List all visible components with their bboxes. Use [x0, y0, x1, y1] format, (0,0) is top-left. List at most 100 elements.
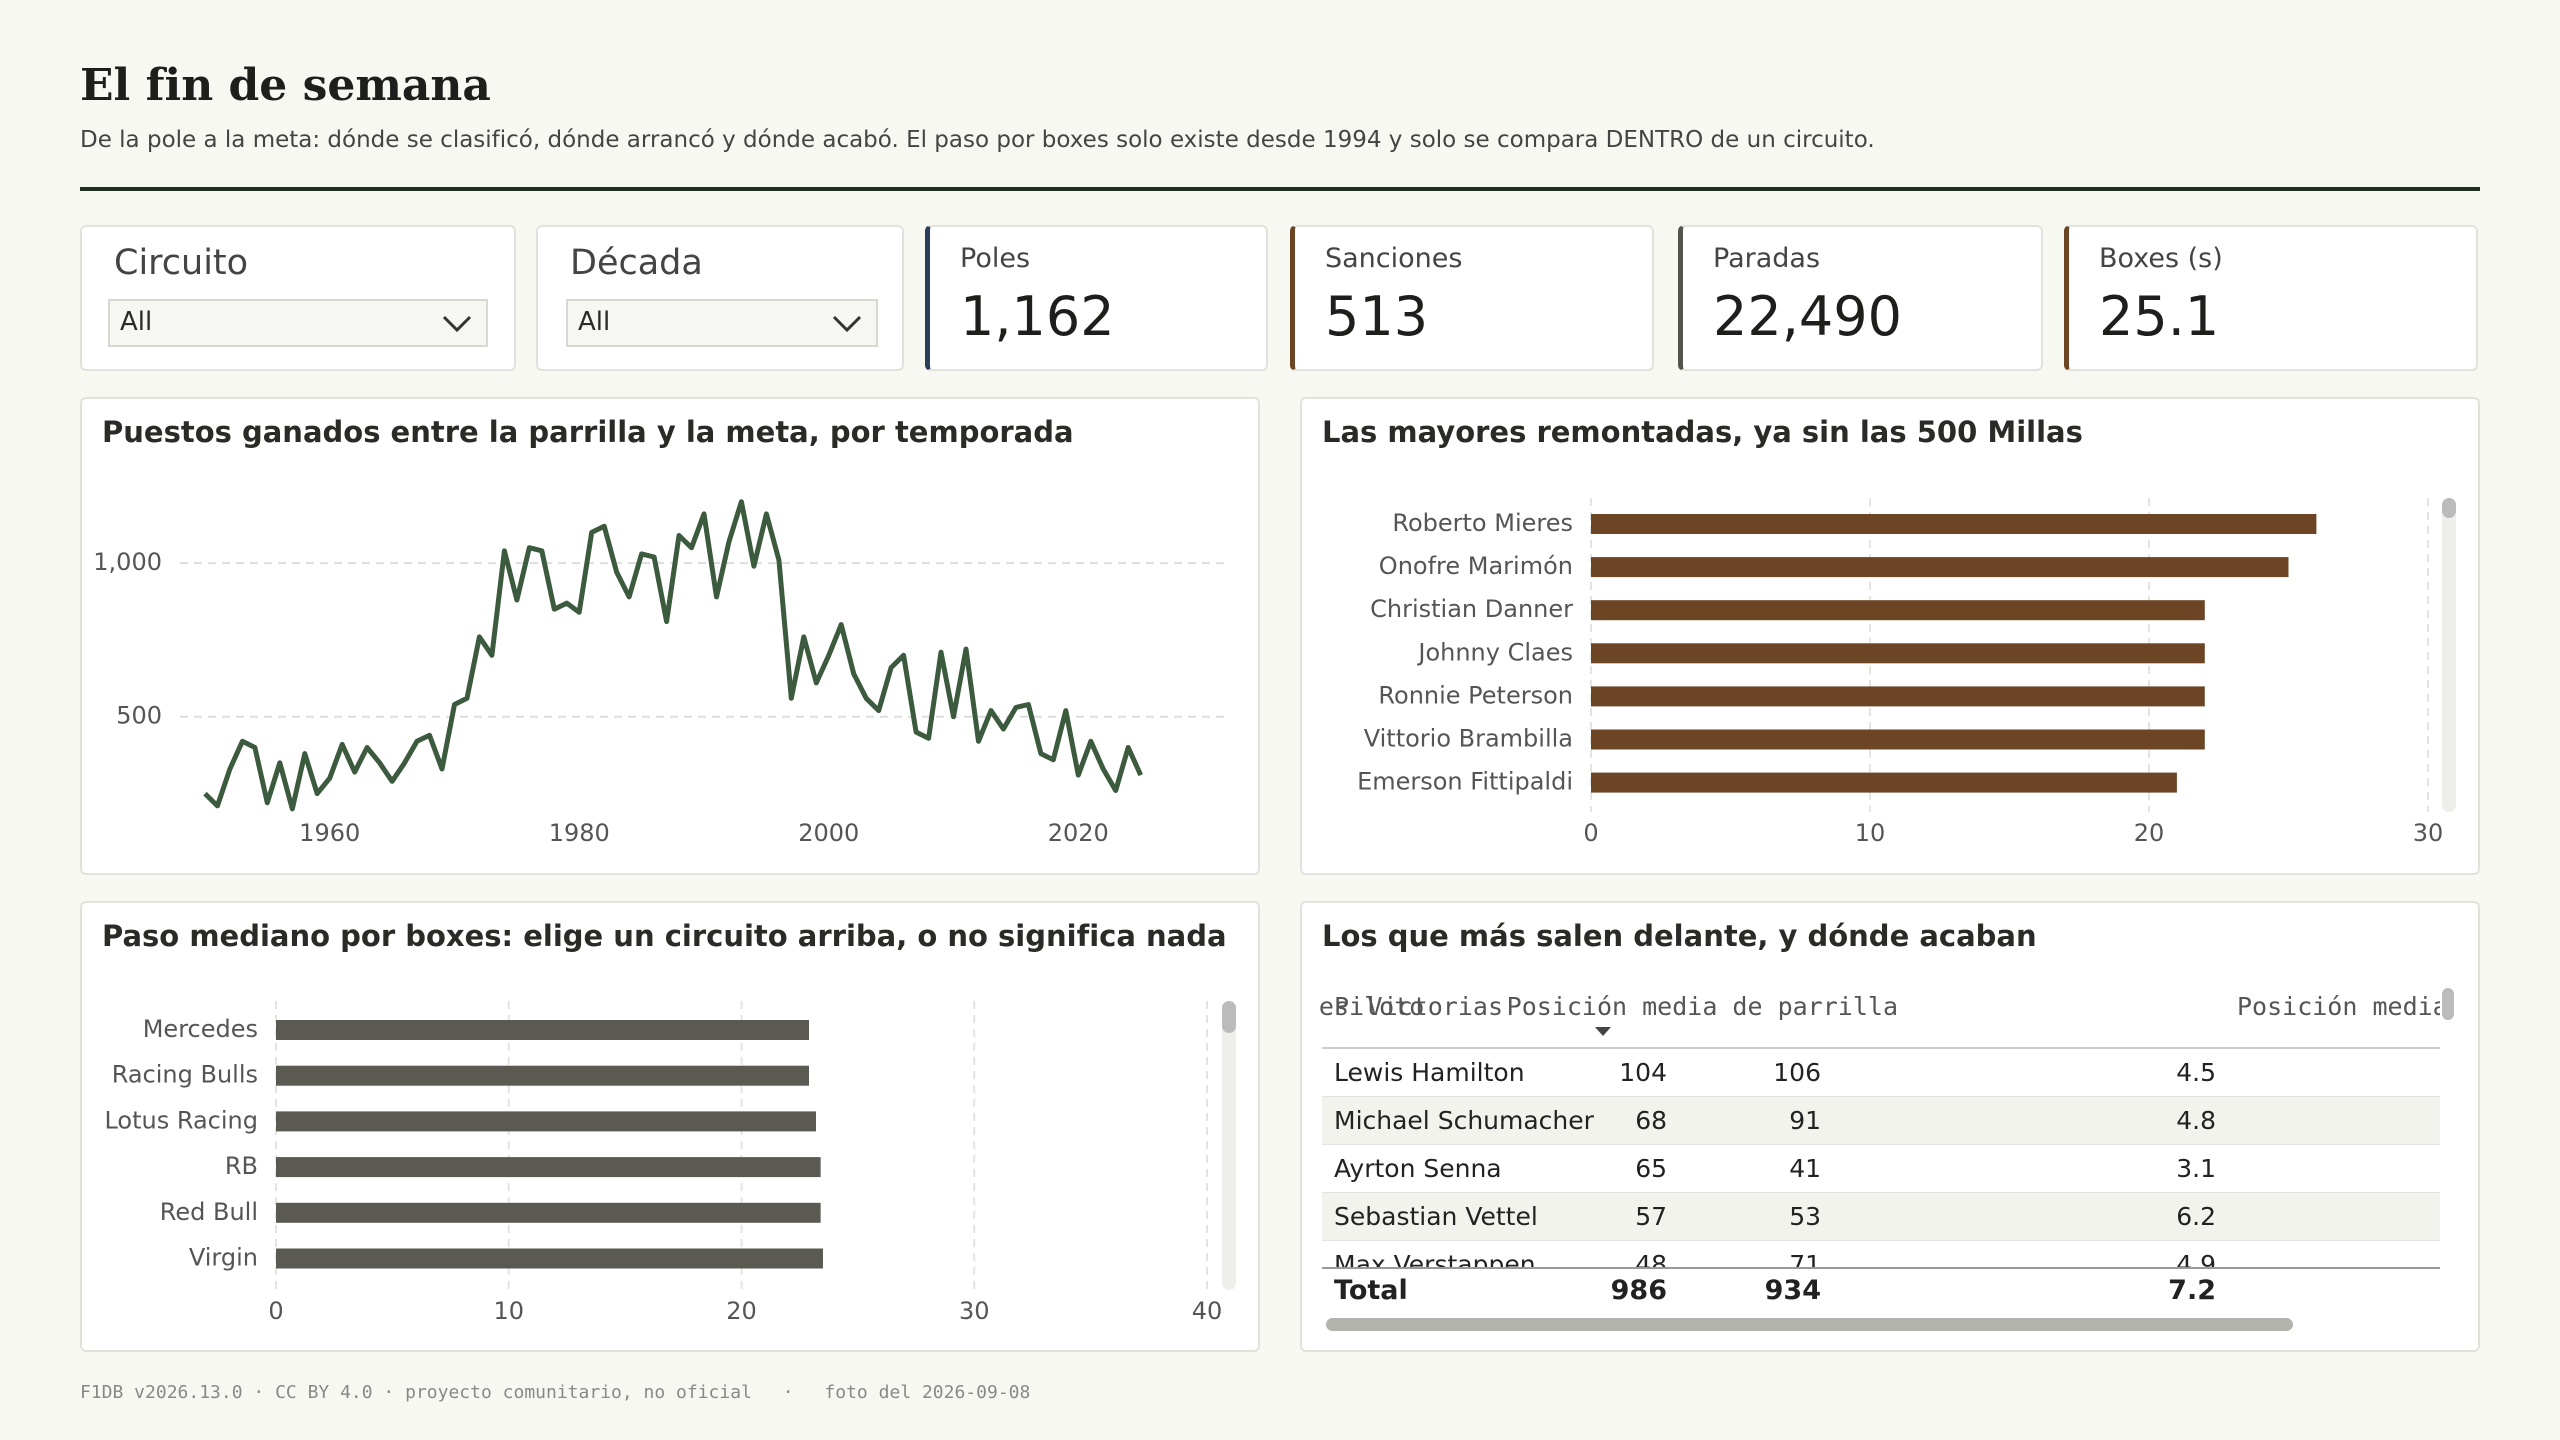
- table-cell: 57: [1635, 1202, 1667, 1231]
- bar: [1591, 514, 2317, 534]
- y-tick-label: 1,000: [93, 548, 162, 576]
- x-tick-label: 0: [268, 1297, 283, 1325]
- table-cell: 68: [1635, 1106, 1667, 1135]
- scrollbar[interactable]: [2442, 988, 2454, 1020]
- kpi-label: Paradas: [1713, 243, 1821, 274]
- y-tick-label: Onofre Marimón: [1379, 552, 1573, 580]
- kpi-value: 25.1: [2099, 285, 2220, 348]
- row-rule: [1322, 1144, 2440, 1145]
- filter: Década All: [536, 225, 904, 371]
- kpi-card: Sanciones 513: [1290, 225, 1654, 371]
- footer: F1DB v2026.13.0 · CC BY 4.0 · proyecto c…: [80, 1382, 1030, 1403]
- bar: [1591, 557, 2289, 578]
- filter: Circuito All: [80, 225, 516, 371]
- panel-title: Puestos ganados entre la parrilla y la m…: [102, 415, 1074, 449]
- panel-title: Paso mediano por boxes: elige un circuit…: [102, 919, 1227, 953]
- y-tick-label: Christian Danner: [1370, 595, 1573, 623]
- chevron: [832, 315, 862, 333]
- kpi-value: 513: [1325, 285, 1429, 348]
- table-cell: 48: [1635, 1250, 1667, 1268]
- total-label: Total: [1334, 1275, 1408, 1306]
- scrollbar[interactable]: [1222, 1001, 1236, 1290]
- kpi-label: Poles: [960, 243, 1031, 274]
- row-shade: [1322, 1193, 2440, 1241]
- bar: [1591, 772, 2177, 793]
- panel-title: Las mayores remontadas, ya sin las 500 M…: [1322, 415, 2083, 449]
- table-cell: 104: [1619, 1058, 1667, 1087]
- footer-credits: F1DB v2026.13.0 · CC BY 4.0 · proyecto c…: [80, 1382, 752, 1403]
- filter-label: Década: [570, 243, 703, 283]
- y-tick-label: Lotus Racing: [104, 1106, 258, 1134]
- y-tick-label: Roberto Mieres: [1392, 509, 1573, 537]
- x-tick-label: 30: [959, 1297, 990, 1325]
- x-tick-label: 30: [2413, 819, 2444, 847]
- bar: [1591, 686, 2205, 707]
- panel-title: Los que más salen delante, y dónde acaba…: [1322, 919, 2037, 953]
- x-tick-label: 2000: [798, 819, 859, 847]
- y-tick-label: Racing Bulls: [112, 1061, 258, 1089]
- table-cell: 4.9: [2176, 1250, 2216, 1268]
- table-cell: 91: [1789, 1106, 1821, 1135]
- filter-value: All: [578, 307, 611, 337]
- chevron: [442, 315, 472, 333]
- filter-label: Circuito: [114, 243, 249, 283]
- kpi-card: Poles 1,162: [925, 225, 1268, 371]
- row-rule: [1322, 1192, 2440, 1193]
- column-header[interactable]: Piloto: [1334, 992, 1425, 1021]
- kpi-label: Boxes (s): [2099, 243, 2223, 274]
- page-subtitle: De la pole a la meta: dónde se clasificó…: [80, 127, 1875, 153]
- kpi-card: Boxes (s) 25.1: [2064, 225, 2478, 371]
- bar: [276, 1020, 809, 1040]
- table-body: Lewis Hamilton 104 106 4.5 Michael Schumache…: [1322, 1049, 2440, 1268]
- row-shade: [1322, 1097, 2440, 1145]
- y-tick-label: Johnny Claes: [1416, 638, 1573, 666]
- table-cell: 4.8: [2176, 1106, 2216, 1135]
- column-header[interactable]: Posición media de parrilla: [1506, 992, 1898, 1021]
- filter-select[interactable]: All: [108, 299, 488, 347]
- column-header[interactable]: Victorias: [1367, 992, 1503, 1021]
- footer-separator: ·: [782, 1382, 794, 1403]
- kpi-value: 1,162: [960, 285, 1115, 348]
- x-tick-label: 20: [2134, 819, 2165, 847]
- x-tick-label: 20: [726, 1297, 757, 1325]
- column-header[interactable]: Poles: [1318, 992, 1349, 1021]
- x-tick-label: 10: [1855, 819, 1886, 847]
- scrollbar[interactable]: [1326, 1318, 2293, 1331]
- bar: [276, 1065, 809, 1086]
- scrollbar[interactable]: [2442, 498, 2456, 812]
- panel: Las mayores remontadas, ya sin las 500 M…: [1300, 397, 2480, 875]
- kpi-value: 22,490: [1713, 285, 1902, 348]
- column-header[interactable]: Posición media: [2237, 992, 2440, 1021]
- table-cell: Sebastian Vettel: [1334, 1202, 1538, 1231]
- bar: [276, 1248, 823, 1269]
- bar: [276, 1111, 816, 1132]
- kpi-card: Paradas 22,490: [1678, 225, 2043, 371]
- y-tick-label: Vittorio Brambilla: [1364, 725, 1573, 753]
- line: [203, 499, 1143, 812]
- x-tick-label: 40: [1192, 1297, 1223, 1325]
- footer-snapshot: foto del 2026-09-08: [824, 1382, 1031, 1403]
- bar: [1591, 729, 2205, 750]
- table-cell: 4.5: [2176, 1058, 2216, 1087]
- y-tick-label: Virgin: [189, 1244, 258, 1272]
- filter-value: All: [120, 307, 153, 337]
- x-tick-label: 1960: [299, 819, 360, 847]
- x-tick-label: 2020: [1048, 819, 1109, 847]
- bar: [276, 1202, 821, 1223]
- table-cell: 71: [1789, 1250, 1821, 1268]
- total-value: 986: [1610, 1275, 1667, 1306]
- table-cell: Max Verstappen: [1334, 1250, 1536, 1268]
- table-cell: 65: [1635, 1154, 1667, 1183]
- header-rule: [1322, 1047, 2440, 1049]
- y-tick-label: Mercedes: [143, 1015, 258, 1043]
- x-tick-label: 0: [1583, 819, 1598, 847]
- rule: [80, 187, 2480, 191]
- y-tick-label: Emerson Fittipaldi: [1357, 768, 1573, 796]
- table-cell: Ayrton Senna: [1334, 1154, 1502, 1183]
- y-tick-label: Red Bull: [160, 1198, 258, 1226]
- filter-select[interactable]: All: [566, 299, 878, 347]
- row-rule: [1322, 1240, 2440, 1241]
